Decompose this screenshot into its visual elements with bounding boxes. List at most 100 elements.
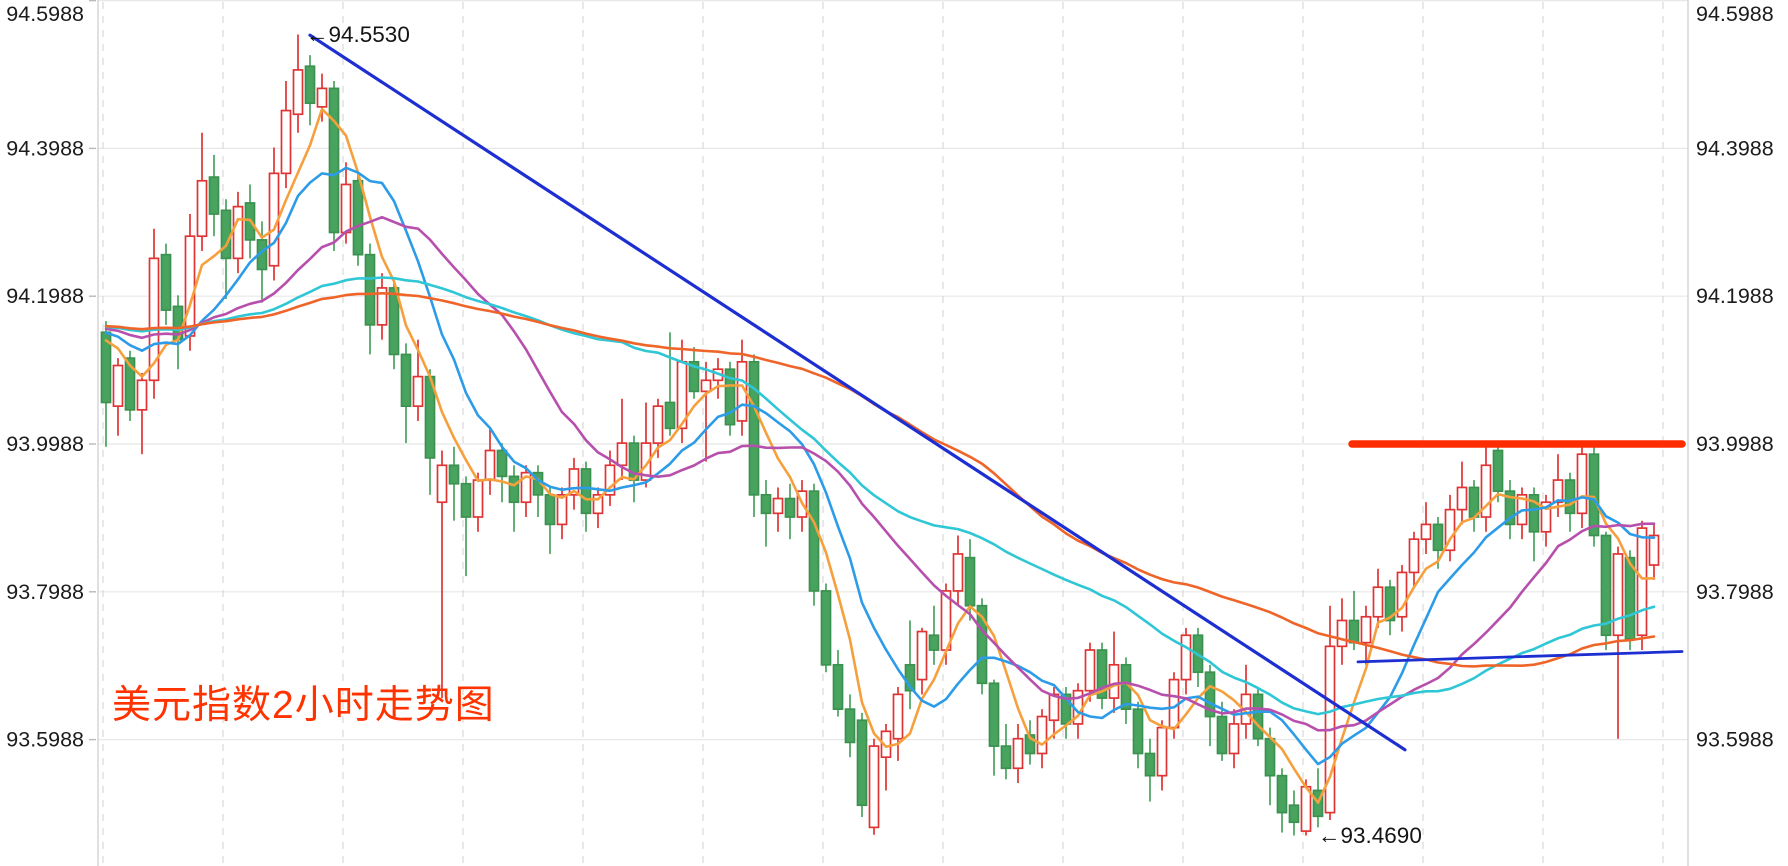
candle (892, 686, 904, 761)
candle (1240, 664, 1252, 739)
candle (136, 372, 148, 455)
candle-body (124, 357, 136, 411)
y-axis-label-left-3: 93.9988 (6, 432, 84, 456)
candle (148, 228, 160, 399)
candle (1480, 443, 1492, 532)
candle-body (364, 253, 376, 326)
candle-body (832, 663, 844, 711)
candle (376, 273, 388, 340)
candle (1156, 720, 1168, 791)
candle (460, 476, 472, 577)
candle-body (448, 464, 460, 485)
candle-body (616, 442, 628, 467)
trough-price-annotation: ←93.4690 (1318, 823, 1422, 848)
candle (1468, 480, 1480, 532)
candle (1444, 494, 1456, 562)
minor-support-trendline[interactable] (1356, 650, 1684, 664)
candle-body (184, 235, 196, 337)
candle (364, 243, 376, 355)
candle (388, 280, 400, 370)
candle (1252, 686, 1264, 747)
candle (1288, 790, 1300, 836)
candle (112, 358, 124, 436)
candle-body (1096, 649, 1108, 699)
candle-body (232, 205, 244, 260)
candle-body (700, 379, 712, 393)
annotation-layer: ←94.5530 ←93.4690 (306, 22, 1422, 848)
y-axis-label-left-4: 93.7988 (6, 580, 84, 604)
candle (124, 350, 136, 421)
candle-body (1216, 715, 1228, 755)
candle-body (484, 449, 496, 481)
candle-body (1144, 752, 1156, 777)
candle (292, 34, 304, 133)
candle-body (1288, 804, 1300, 824)
candle (712, 358, 724, 399)
candle-body (724, 368, 736, 426)
candle (1396, 565, 1408, 632)
candle (328, 81, 340, 251)
candle-body (436, 464, 448, 504)
candle-body (1132, 708, 1144, 755)
candle-body (1252, 693, 1264, 740)
candle-body (1336, 619, 1348, 648)
candle-body (1456, 486, 1468, 511)
candle (628, 435, 640, 503)
candle (1036, 709, 1048, 769)
candle-body (1492, 449, 1504, 492)
descending-trendline[interactable] (308, 33, 1407, 752)
y-axis-label-right-1: 94.3988 (1696, 136, 1774, 160)
candle (844, 694, 856, 758)
candle-body (1576, 453, 1588, 515)
candle-body (508, 475, 520, 504)
candle-body (856, 719, 868, 807)
candle-body (1636, 527, 1648, 637)
candle-body (1300, 785, 1312, 832)
candle (1456, 461, 1468, 525)
candle-body (976, 604, 988, 685)
y-axis-labels-left: 94.5988 94.3988 94.1988 93.9988 93.7988 93.59… (6, 2, 84, 752)
candle (580, 461, 592, 532)
candle-body (1108, 663, 1120, 699)
candle (1216, 701, 1228, 761)
candle-body (844, 708, 856, 744)
candle (700, 361, 712, 462)
candle (1180, 627, 1192, 695)
candle (1120, 657, 1132, 724)
candle (976, 598, 988, 695)
candle (880, 723, 892, 791)
candle-body (808, 490, 820, 592)
candle-body (412, 375, 424, 408)
candle (508, 465, 520, 532)
candle (412, 339, 424, 421)
candle-body (1396, 571, 1408, 618)
candle (568, 457, 580, 510)
candle (928, 605, 940, 665)
candle-body (568, 468, 580, 496)
candle (280, 81, 292, 189)
candle (808, 483, 820, 606)
candle-body (1204, 671, 1216, 718)
candle (1408, 531, 1420, 588)
candle (544, 487, 556, 554)
candle-body (316, 87, 328, 108)
candle (160, 243, 172, 325)
ma-line-ma40 (104, 276, 1656, 716)
candle (784, 483, 796, 540)
candle-body (784, 497, 796, 518)
candle (724, 361, 736, 436)
chart-title: 美元指数2小时走势图 (112, 684, 495, 727)
candle (1576, 443, 1588, 529)
candle-body (496, 449, 508, 478)
candle-body (928, 634, 940, 651)
candle-body (1552, 479, 1564, 504)
candle (316, 73, 328, 122)
candle (916, 627, 928, 695)
candle-body (1420, 523, 1432, 541)
candle-body (604, 464, 616, 496)
candle-body (280, 109, 292, 175)
candle-body (1048, 693, 1060, 722)
candle-body (292, 69, 304, 116)
